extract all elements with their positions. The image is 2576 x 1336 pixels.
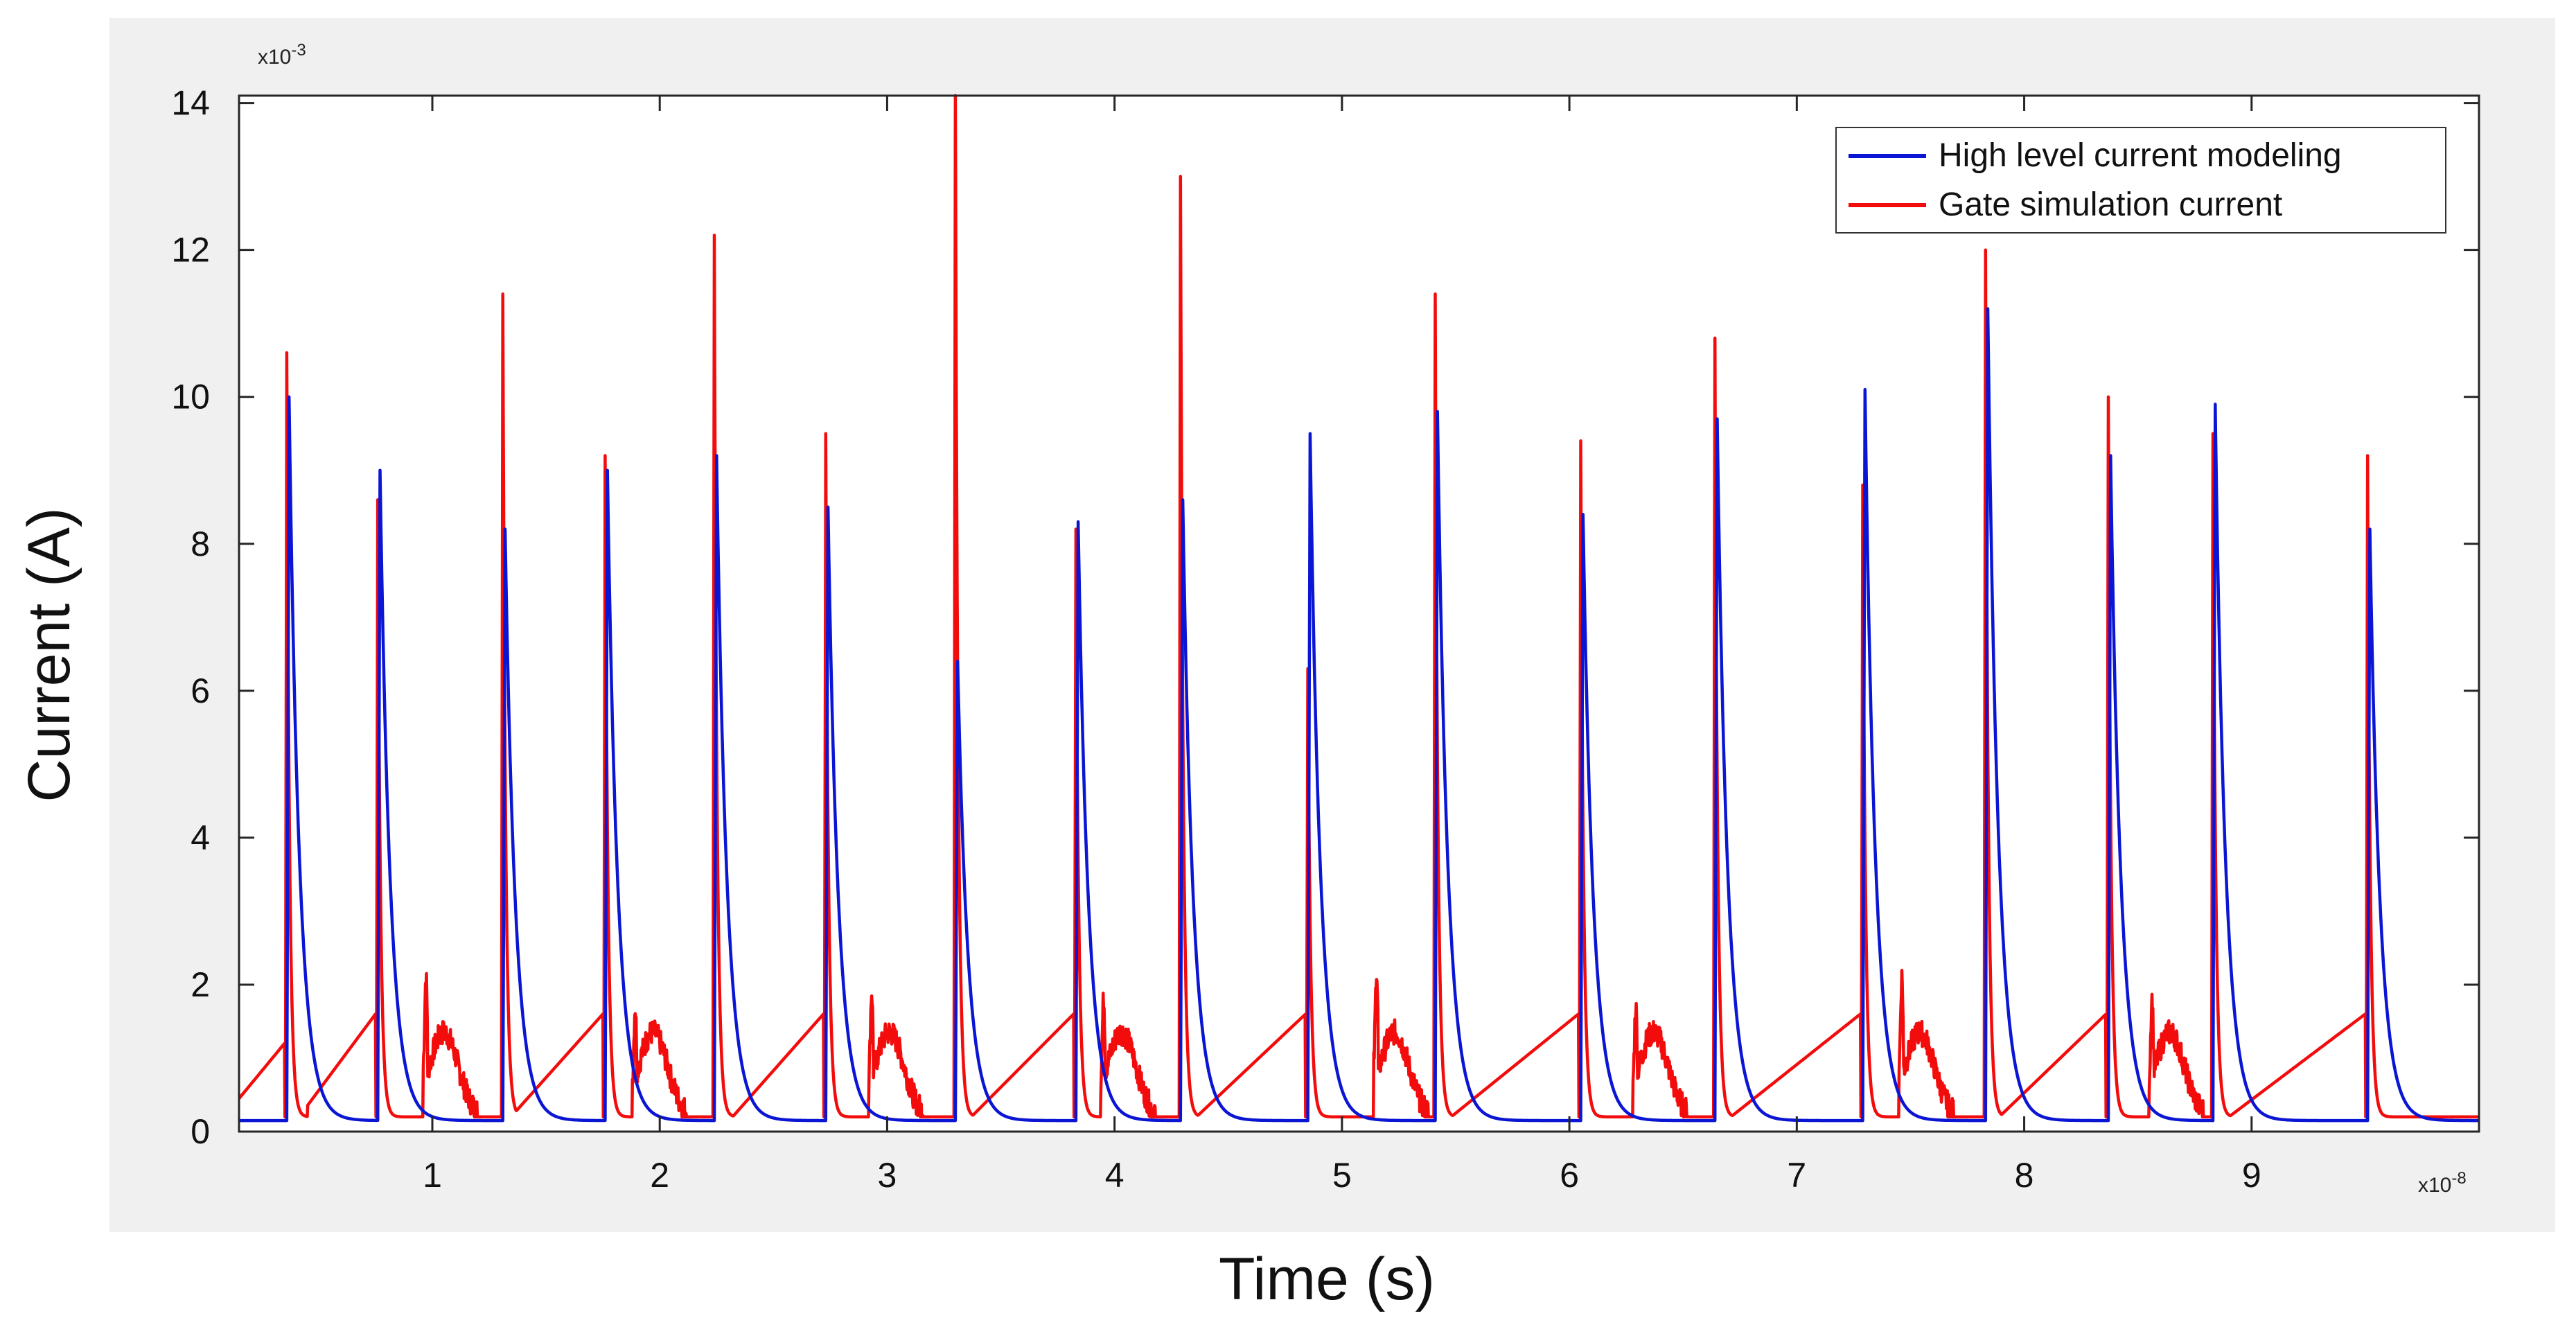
series-gate-simulation-line	[238, 94, 2480, 1119]
y-tick-label: 12	[171, 231, 210, 270]
x-tick-label: 7	[1787, 1156, 1806, 1195]
y-multiplier-label: x10-3	[258, 41, 306, 69]
legend-label-gate-sim: Gate simulation current	[1939, 186, 2282, 223]
y-tick-label: 2	[191, 965, 210, 1004]
axes-box	[238, 94, 2480, 1133]
legend-label-high-level: High level current modeling	[1939, 137, 2342, 174]
legend: High level current modeling Gate simulat…	[1835, 127, 2446, 234]
y-tick-label: 4	[191, 818, 210, 857]
y-tick-label: 6	[191, 671, 210, 710]
x-axis-title: Time (s)	[1219, 1246, 1435, 1312]
y-axis-title: Current (A)	[16, 507, 82, 802]
x-tick-label: 4	[1105, 1156, 1124, 1195]
y-tick-label: 14	[171, 84, 210, 123]
x-tick-label: 6	[1560, 1156, 1579, 1195]
legend-box	[1835, 127, 2446, 234]
x-tick-label: 5	[1332, 1156, 1352, 1195]
axes-frame	[238, 94, 2480, 1133]
y-tick-label: 8	[191, 525, 210, 563]
x-tick-label: 8	[2015, 1156, 2034, 1195]
x-multiplier-label: x10-8	[2418, 1169, 2467, 1197]
x-tick-label: 2	[650, 1156, 669, 1195]
y-tick-label: 0	[191, 1112, 210, 1151]
x-tick-label: 9	[2242, 1156, 2261, 1195]
x-tick-label: 1	[423, 1156, 442, 1195]
y-tick-label: 10	[171, 378, 210, 416]
series-layer	[238, 94, 2480, 1123]
series-high-level-line	[238, 307, 2480, 1123]
plot-area	[239, 96, 2479, 1132]
x-tick-label: 3	[878, 1156, 897, 1195]
